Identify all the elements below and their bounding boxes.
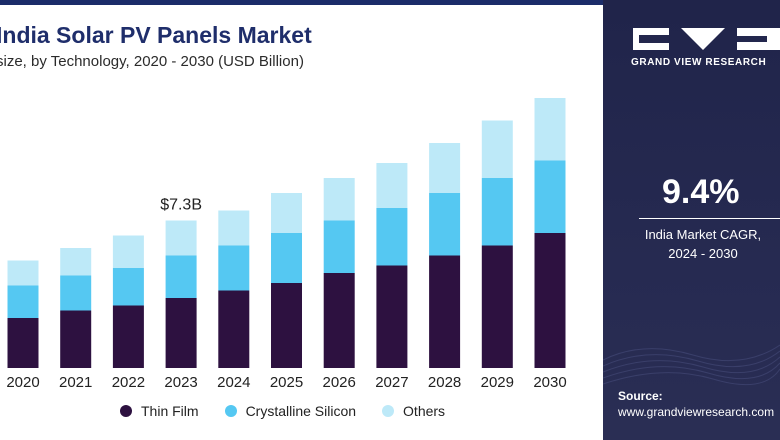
x-tick-2023: 2023 [164,374,197,391]
x-tick-2026: 2026 [323,374,356,391]
bar-2030-crystalline-silicon [534,160,566,233]
x-tick-2021: 2021 [59,374,92,391]
legend-label-thin-film: Thin Film [141,403,199,419]
bar-chart: 2020 2021 2022 2023 $7.3B 2024 2025 2026 2027 202… [6,98,567,391]
bar-2026-crystalline-silicon [323,220,355,273]
bar-2027-others [376,163,408,208]
brand-name: GRAND VIEW RESEARCH [631,57,767,68]
bar-2020-others [7,260,39,286]
x-tick-2022: 2022 [112,374,145,391]
decorative-waves [603,344,780,386]
x-tick-2025: 2025 [270,374,303,391]
data-label-2023: $7.3B [160,197,202,214]
bar-2021-thin-film [60,310,92,368]
bar-2025-thin-film [271,283,302,368]
chart-title: India Solar PV Panels Market [0,22,312,48]
top-accent-rule [0,0,603,5]
bar-2028-others [429,143,461,193]
bar-2028-thin-film [429,255,461,368]
bar-2030-thin-film [534,233,566,368]
bar-2030-others [534,98,566,161]
chart-legend: Thin Film Crystalline Silicon Others [120,403,471,419]
bar-2020-thin-film [7,318,39,368]
legend-label-crystalline-silicon: Crystalline Silicon [245,403,357,419]
bar-2029-others [481,120,513,178]
bar-2024-thin-film [218,290,250,368]
x-tick-2029: 2029 [481,374,514,391]
bar-2026-thin-film [323,273,355,368]
legend-swatch-thin-film [120,405,132,417]
bar-2026-others [323,178,355,221]
x-tick-2030: 2030 [533,374,566,391]
bar-2022-crystalline-silicon [112,268,144,306]
x-tick-2024: 2024 [217,374,250,391]
bar-2025-crystalline-silicon [271,233,302,283]
legend-item-crystalline-silicon: Crystalline Silicon [224,403,357,419]
source-url[interactable]: www.grandviewresearch.com [618,405,775,419]
source-label: Source: [618,389,663,403]
cagr-label-line-1: India Market CAGR, [644,227,762,242]
bar-2022-thin-film [112,305,144,368]
bar-2023-others [165,220,197,256]
legend-swatch-others [382,405,395,417]
bar-2024-others [218,210,250,246]
bar-2025-others [271,193,302,233]
bar-2029-thin-film [481,245,513,368]
cagr-divider [639,218,780,219]
bar-2020-crystalline-silicon [7,285,39,318]
legend-swatch-crystalline-silicon [224,405,237,417]
info-panel: GRAND VIEW RESEARCH 9.4% India Market CA… [603,0,780,440]
cagr-label: India Market CAGR, 2024 - 2030 [639,225,767,263]
bar-2027-crystalline-silicon [376,208,408,266]
bar-2028-crystalline-silicon [429,193,461,256]
bar-2027-thin-film [376,265,408,368]
legend-item-thin-film: Thin Film [120,403,199,419]
bar-2021-others [60,248,92,276]
bar-2029-crystalline-silicon [481,178,513,246]
bar-2023-crystalline-silicon [165,255,197,298]
bar-2022-others [112,235,144,268]
x-tick-2027: 2027 [375,374,408,391]
bar-2023-thin-film [165,298,197,368]
x-tick-2020: 2020 [6,374,39,391]
legend-label-others: Others [403,403,446,419]
cagr-label-line-2: 2024 - 2030 [668,246,738,261]
cagr-value: 9.4% [662,173,740,211]
legend-item-others: Others [382,403,445,419]
chart-subtitle: size, by Technology, 2020 - 2030 (USD Bi… [0,53,304,70]
bar-2024-crystalline-silicon [218,245,250,291]
bar-2021-crystalline-silicon [60,275,92,311]
grand-view-research-logo-icon [633,28,780,50]
x-tick-2028: 2028 [428,374,461,391]
